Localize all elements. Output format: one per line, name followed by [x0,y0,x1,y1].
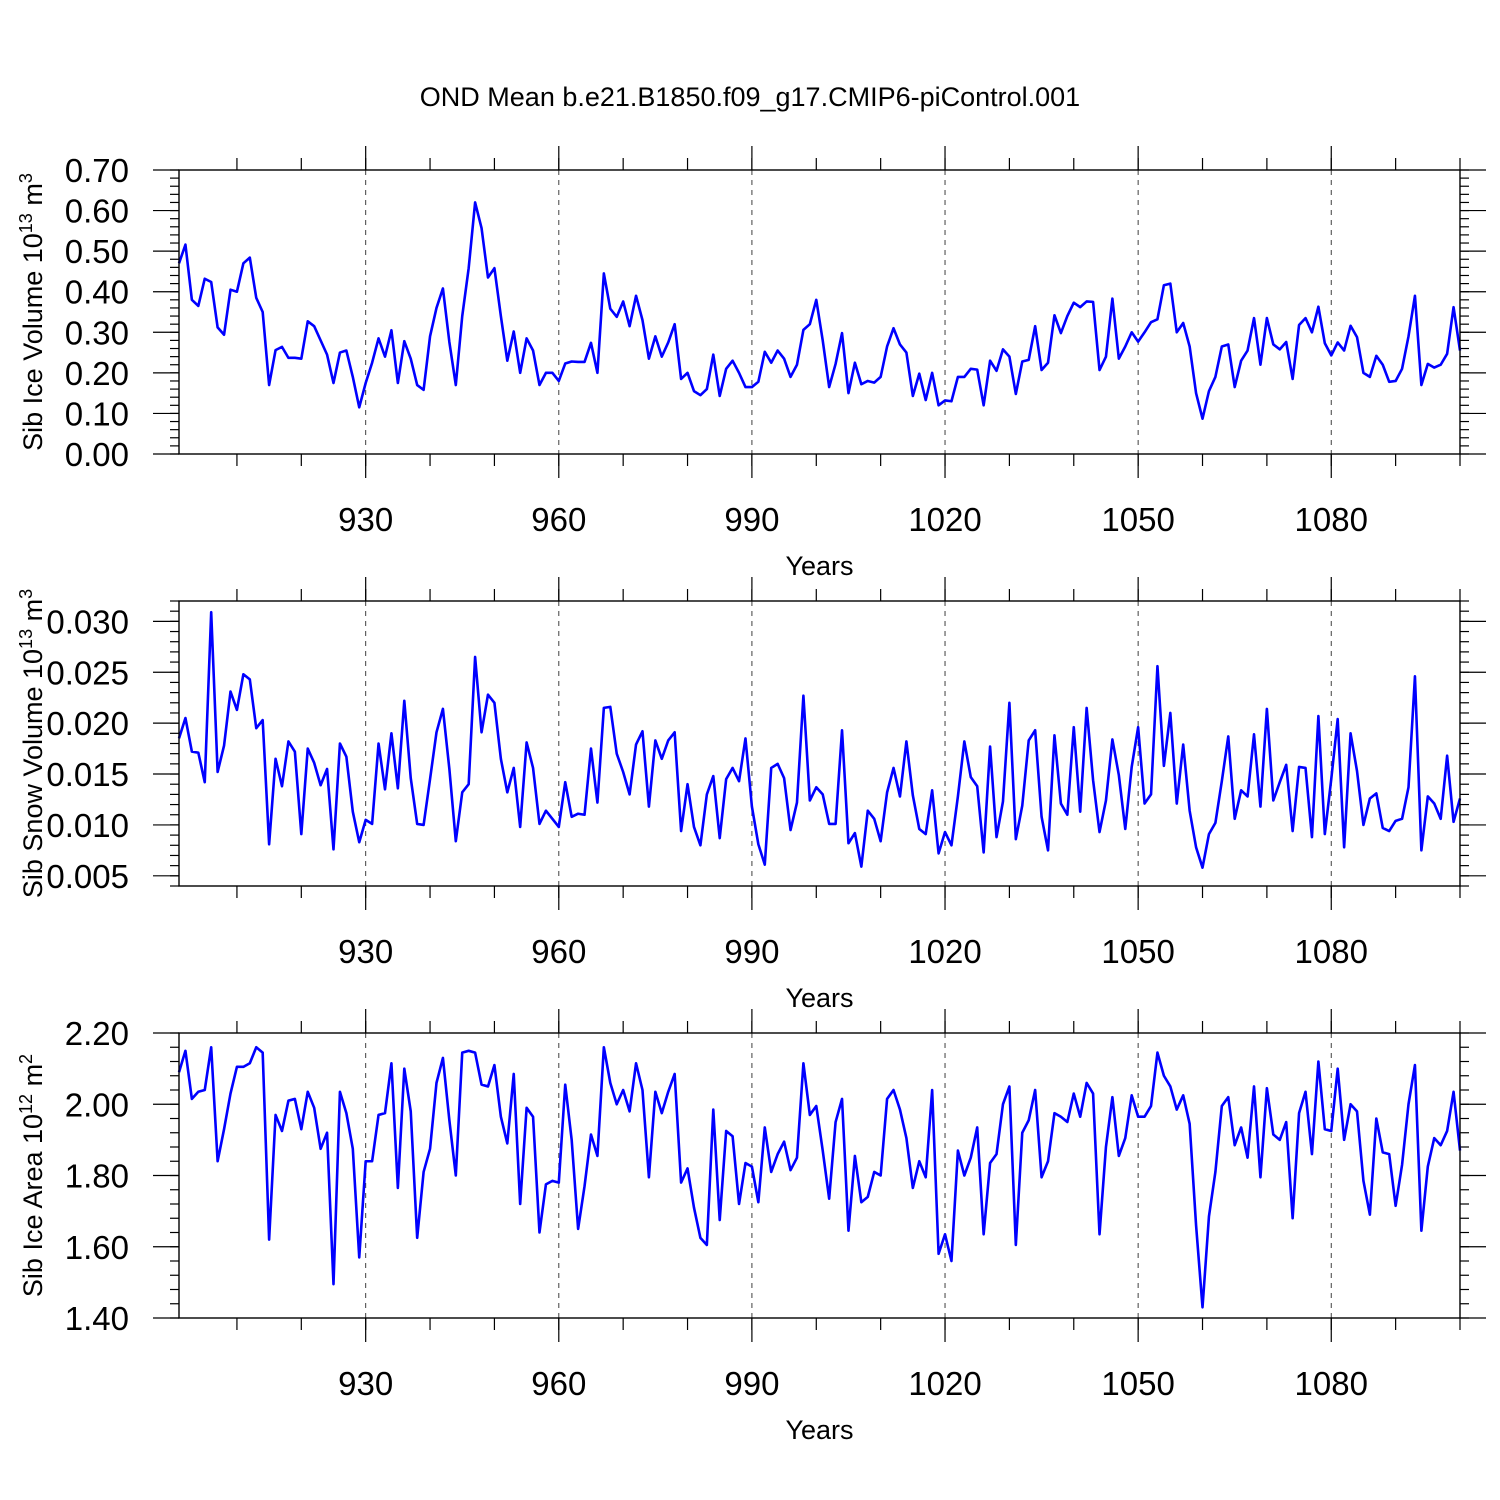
x-tick-labels: 930 960 990 1020 1050 1080 [338,933,1368,970]
y-tick-label: 2.00 [65,1086,129,1123]
y-axis-label: Sib Snow Volume 1013 m3 [16,589,48,898]
y-tick-label: 0.030 [46,603,129,640]
x-tick-label: 990 [724,1365,779,1402]
x-tick-label: 930 [338,1365,393,1402]
panel-sib-ice-area: 1.40 1.60 1.80 2.00 2.20 930 960 990 1020 1050 10… [16,1009,1486,1445]
y-tick-labels: 0.005 0.010 0.015 0.020 0.025 0.030 [46,603,129,894]
y-tick-label: 0.10 [65,395,129,432]
y-tick-label: 0.20 [65,355,129,392]
x-axis-label: Years [785,983,853,1013]
plot-frame [178,1032,1461,1319]
x-tick-label: 1050 [1101,501,1174,538]
x-tick-label: 1080 [1295,501,1368,538]
y-axis-label: Sib Ice Volume 1013 m3 [16,173,48,451]
y-tick-label: 0.020 [46,705,129,742]
y-axis-label: Sib Ice Area 1012 m2 [16,1054,48,1297]
x-tick-label: 1050 [1101,1365,1174,1402]
x-tick-label: 930 [338,933,393,970]
series-line-sib-ice-area [177,1045,1462,1309]
y-tick-label: 1.40 [65,1300,129,1337]
y-tick-label: 2.20 [65,1015,129,1052]
figure-title: OND Mean b.e21.B1850.f09_g17.CMIP6-piCon… [420,82,1080,112]
y-tick-label: 0.70 [65,152,129,189]
plot-frame [178,600,1461,887]
y-tick-label: 0.005 [46,858,129,895]
x-tick-label: 960 [531,933,586,970]
series-line-sib-snow-volume [177,610,1462,869]
x-tick-label: 1020 [908,933,981,970]
y-tick-labels: 1.40 1.60 1.80 2.00 2.20 [65,1015,129,1337]
y-tick-label: 1.80 [65,1158,129,1195]
panel-sib-snow-volume: 0.005 0.010 0.015 0.020 0.025 0.030 930 960 990… [16,577,1486,1013]
y-tick-labels: 0.00 0.100.20 0.300.40 0.500.60 0.70 [65,152,129,473]
x-tick-labels: 930 960 990 1020 1050 1080 [338,1365,1368,1402]
y-tick-label: 0.00 [65,436,129,473]
major-ticks [153,146,1486,478]
panel-sib-ice-volume: 0.000.100.200.300.400.500.600.70 930 960 9… [16,146,1486,581]
x-tick-label: 1050 [1101,933,1174,970]
y-tick-label: 0.025 [46,654,129,691]
x-tick-label: 1080 [1295,1365,1368,1402]
minor-ticks [170,589,1469,898]
y-tick-label: 0.30 [65,314,129,351]
x-tick-labels: 930 960 990 1020 1050 1080 [338,501,1368,538]
y-tick-label: 0.50 [65,233,129,270]
major-ticks [153,1009,1486,1342]
grid-lines [365,170,1332,454]
grid-lines [365,1033,1332,1318]
x-tick-label: 990 [724,933,779,970]
x-tick-label: 1020 [908,1365,981,1402]
x-axis-label: Years [785,1415,853,1445]
x-tick-label: 960 [531,1365,586,1402]
y-tick-label: 0.010 [46,807,129,844]
y-tick-label: 0.40 [65,274,129,311]
y-tick-label: 0.015 [46,756,129,793]
x-tick-label: 930 [338,501,393,538]
grid-lines [365,601,1332,886]
y-tick-label: 1.60 [65,1229,129,1266]
x-tick-label: 960 [531,501,586,538]
x-tick-label: 1080 [1295,933,1368,970]
series-line-sib-ice-volume [177,201,1462,420]
major-ticks [153,577,1486,910]
x-tick-label: 1020 [908,501,981,538]
x-tick-label: 990 [724,501,779,538]
plot-frame [178,169,1461,455]
y-tick-label: 0.60 [65,193,129,230]
x-axis-label: Years [785,551,853,581]
